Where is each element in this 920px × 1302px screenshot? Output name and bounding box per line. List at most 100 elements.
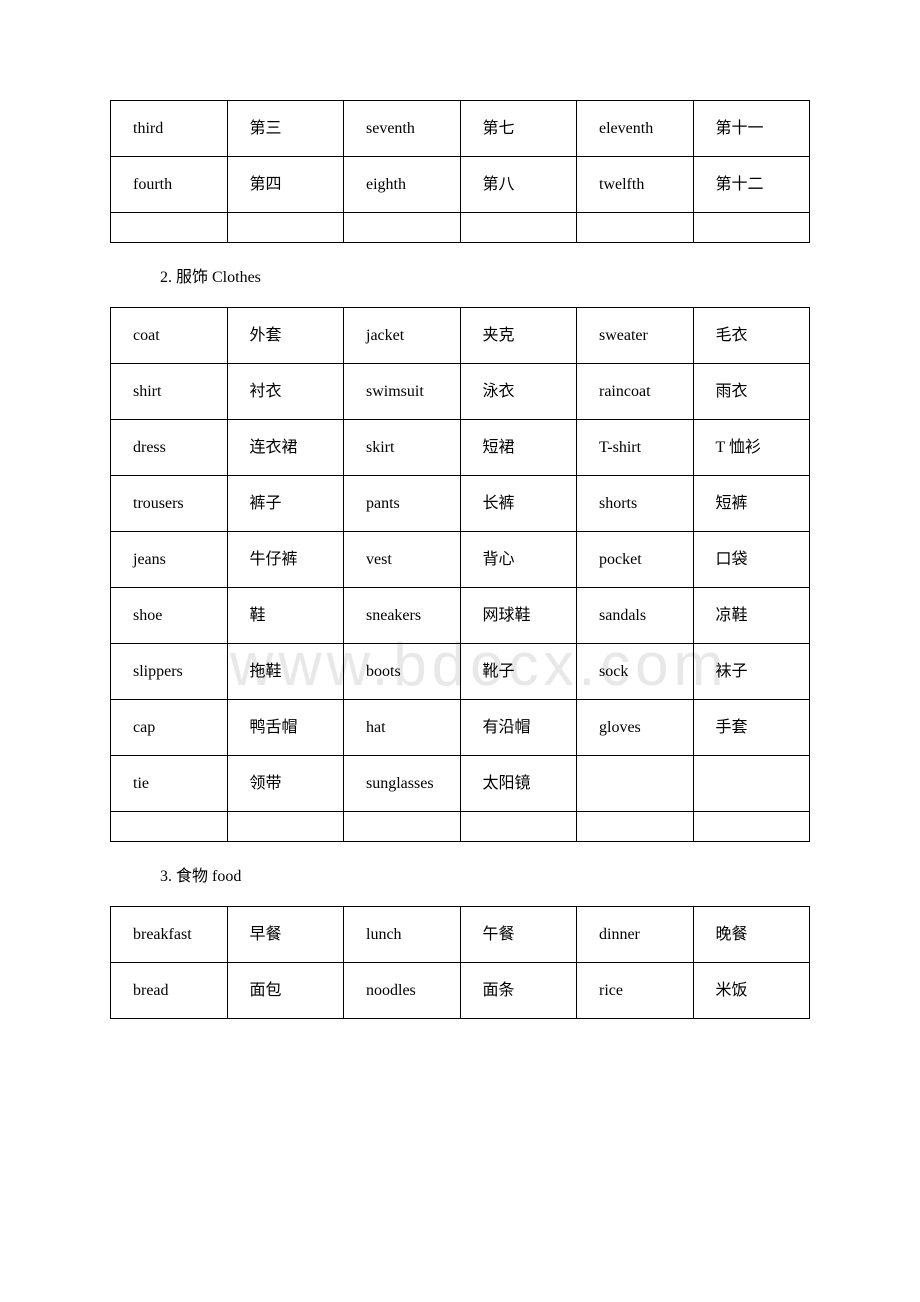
vocab-table-3: breakfast 早餐 lunch 午餐 dinner 晚餐 bread 面包… <box>110 906 810 1019</box>
cell-chinese: 雨衣 <box>693 364 810 420</box>
cell-english: hat <box>344 700 461 756</box>
cell-chinese: 衬衣 <box>227 364 344 420</box>
cell-chinese: 早餐 <box>227 907 344 963</box>
table-row: cap 鸭舌帽 hat 有沿帽 gloves 手套 <box>111 700 810 756</box>
table-row: bread 面包 noodles 面条 rice 米饭 <box>111 963 810 1019</box>
cell-chinese: 面包 <box>227 963 344 1019</box>
section-3-heading: 3. 食物 food <box>110 842 810 906</box>
cell-english: coat <box>111 308 228 364</box>
cell-chinese: 靴子 <box>460 644 577 700</box>
table-row: third 第三 seventh 第七 eleventh 第十一 <box>111 101 810 157</box>
cell-chinese: 凉鞋 <box>693 588 810 644</box>
cell-english: rice <box>577 963 694 1019</box>
cell-english: sunglasses <box>344 756 461 812</box>
cell-chinese: 裤子 <box>227 476 344 532</box>
cell-empty <box>344 812 461 842</box>
table-row: breakfast 早餐 lunch 午餐 dinner 晚餐 <box>111 907 810 963</box>
cell-english: sandals <box>577 588 694 644</box>
cell-english: swimsuit <box>344 364 461 420</box>
cell-chinese: 晚餐 <box>693 907 810 963</box>
cell-chinese: 第八 <box>460 157 577 213</box>
table-row: shoe 鞋 sneakers 网球鞋 sandals 凉鞋 <box>111 588 810 644</box>
cell-chinese: 第四 <box>227 157 344 213</box>
cell-chinese: 毛衣 <box>693 308 810 364</box>
cell-english: jacket <box>344 308 461 364</box>
table-2-body: coat 外套 jacket 夹克 sweater 毛衣 shirt 衬衣 sw… <box>111 308 810 842</box>
table-3-body: breakfast 早餐 lunch 午餐 dinner 晚餐 bread 面包… <box>111 907 810 1019</box>
table-row: slippers 拖鞋 boots 靴子 sock 袜子 <box>111 644 810 700</box>
cell-empty <box>693 812 810 842</box>
table-row: fourth 第四 eighth 第八 twelfth 第十二 <box>111 157 810 213</box>
cell-chinese: 第十一 <box>693 101 810 157</box>
cell-empty <box>577 812 694 842</box>
vocab-table-2: coat 外套 jacket 夹克 sweater 毛衣 shirt 衬衣 sw… <box>110 307 810 842</box>
cell-english: gloves <box>577 700 694 756</box>
table-row: trousers 裤子 pants 长裤 shorts 短裤 <box>111 476 810 532</box>
cell-english: noodles <box>344 963 461 1019</box>
cell-chinese: 夹克 <box>460 308 577 364</box>
cell-english: sneakers <box>344 588 461 644</box>
cell-english: sock <box>577 644 694 700</box>
cell-english: pocket <box>577 532 694 588</box>
table-row: tie 领带 sunglasses 太阳镜 <box>111 756 810 812</box>
cell-chinese: 短裙 <box>460 420 577 476</box>
cell-english: trousers <box>111 476 228 532</box>
cell-chinese: 米饭 <box>693 963 810 1019</box>
cell-empty <box>227 812 344 842</box>
table-row-empty <box>111 213 810 243</box>
cell-chinese: 领带 <box>227 756 344 812</box>
cell-english: breakfast <box>111 907 228 963</box>
cell-english: dinner <box>577 907 694 963</box>
cell-english: bread <box>111 963 228 1019</box>
cell-english: raincoat <box>577 364 694 420</box>
cell-chinese <box>693 756 810 812</box>
table-row-empty <box>111 812 810 842</box>
cell-english: lunch <box>344 907 461 963</box>
cell-empty <box>344 213 461 243</box>
cell-english: shorts <box>577 476 694 532</box>
cell-english: pants <box>344 476 461 532</box>
cell-empty <box>577 213 694 243</box>
cell-chinese: 外套 <box>227 308 344 364</box>
cell-english: twelfth <box>577 157 694 213</box>
cell-chinese: 第十二 <box>693 157 810 213</box>
cell-chinese: 网球鞋 <box>460 588 577 644</box>
cell-chinese: 长裤 <box>460 476 577 532</box>
cell-english: fourth <box>111 157 228 213</box>
cell-english: sweater <box>577 308 694 364</box>
cell-english: third <box>111 101 228 157</box>
section-2-heading: 2. 服饰 Clothes <box>110 243 810 307</box>
cell-chinese: 面条 <box>460 963 577 1019</box>
vocab-table-1: third 第三 seventh 第七 eleventh 第十一 fourth … <box>110 100 810 243</box>
cell-english: dress <box>111 420 228 476</box>
cell-empty <box>460 213 577 243</box>
cell-chinese: 午餐 <box>460 907 577 963</box>
page-wrapper: www.bdocx.com third 第三 seventh 第七 eleven… <box>110 100 810 1019</box>
cell-english: vest <box>344 532 461 588</box>
table-1-body: third 第三 seventh 第七 eleventh 第十一 fourth … <box>111 101 810 243</box>
cell-english: T-shirt <box>577 420 694 476</box>
cell-empty <box>460 812 577 842</box>
cell-english: jeans <box>111 532 228 588</box>
cell-chinese: 牛仔裤 <box>227 532 344 588</box>
cell-chinese: 手套 <box>693 700 810 756</box>
cell-english: shoe <box>111 588 228 644</box>
cell-empty <box>111 213 228 243</box>
cell-chinese: 口袋 <box>693 532 810 588</box>
cell-chinese: 第七 <box>460 101 577 157</box>
cell-english: boots <box>344 644 461 700</box>
cell-chinese: 鸭舌帽 <box>227 700 344 756</box>
cell-chinese: 鞋 <box>227 588 344 644</box>
cell-english: tie <box>111 756 228 812</box>
cell-english: shirt <box>111 364 228 420</box>
cell-english: eleventh <box>577 101 694 157</box>
cell-english: slippers <box>111 644 228 700</box>
cell-chinese: 拖鞋 <box>227 644 344 700</box>
cell-english: eighth <box>344 157 461 213</box>
cell-chinese: 泳衣 <box>460 364 577 420</box>
cell-chinese: T 恤衫 <box>693 420 810 476</box>
cell-empty <box>693 213 810 243</box>
cell-english: skirt <box>344 420 461 476</box>
cell-empty <box>227 213 344 243</box>
table-row: coat 外套 jacket 夹克 sweater 毛衣 <box>111 308 810 364</box>
